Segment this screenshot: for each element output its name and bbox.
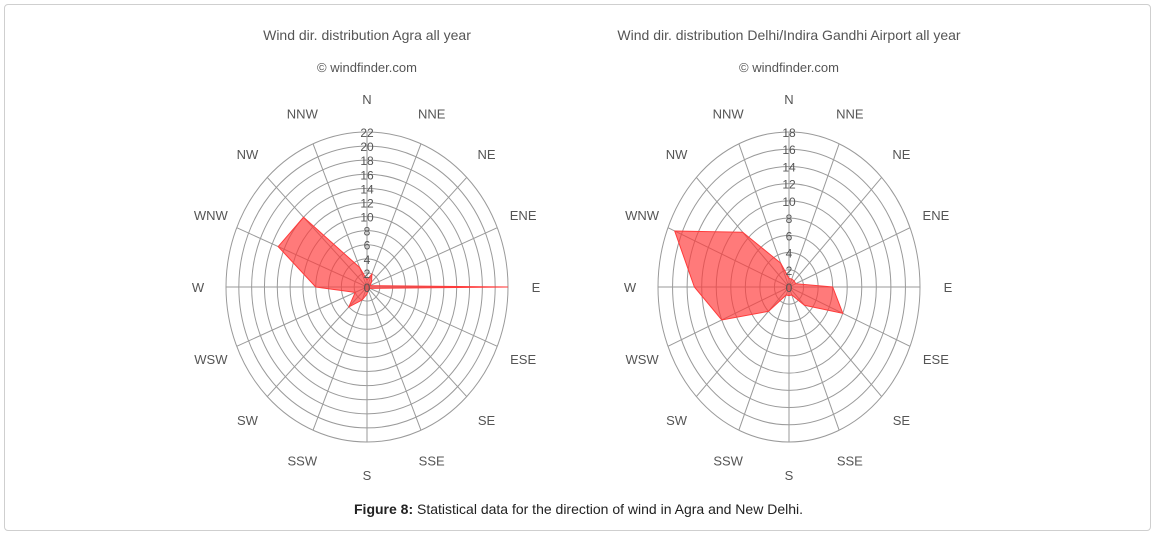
direction-label-wsw: WSW	[625, 352, 659, 367]
direction-spokes: N NNE NE ENE E ESE SE SSE S SSW SW WSW W WNW NW NNW	[192, 92, 541, 483]
direction-label-e: E	[944, 280, 953, 295]
spoke-ssw	[738, 286, 790, 431]
direction-label-w: W	[624, 280, 637, 295]
direction-label-nnw: NNW	[713, 106, 745, 121]
tick-label: 0	[786, 281, 793, 295]
direction-label-ne: NE	[477, 147, 495, 162]
caption-text: Statistical data for the direction of wi…	[417, 501, 803, 517]
spoke-wsw	[236, 286, 368, 347]
spoke-ene	[788, 227, 911, 288]
radial-tick-labels: 0 2 4 6 8 10 12 14 16 18	[782, 126, 796, 295]
chart-subtitle: © windfinder.com	[739, 60, 839, 75]
tick-label: 12	[360, 196, 374, 210]
spoke-sse	[788, 286, 840, 431]
figure-frame	[4, 4, 1151, 531]
figure-caption: Figure 8: Statistical data for the direc…	[0, 501, 1157, 517]
direction-label-ese: ESE	[923, 352, 949, 367]
tick-label: 22	[360, 126, 374, 140]
direction-label-s: S	[363, 468, 372, 483]
direction-label-w: W	[192, 280, 205, 295]
tick-label: 14	[782, 160, 796, 174]
spoke-ne	[366, 177, 468, 288]
tick-label: 12	[782, 178, 796, 192]
direction-label-nne: NNE	[836, 106, 864, 121]
spoke-ssw	[312, 286, 368, 431]
tick-label: 8	[786, 212, 793, 226]
direction-label-nnw: NNW	[287, 106, 319, 121]
chart-title: Wind dir. distribution Agra all year	[263, 27, 471, 43]
tick-label: 16	[782, 143, 796, 157]
tick-label: 14	[360, 182, 374, 196]
spoke-ene	[366, 227, 498, 288]
tick-label: 6	[786, 229, 793, 243]
caption-label: Figure 8:	[354, 501, 414, 517]
direction-label-wnw: WNW	[194, 208, 229, 223]
spoke-nne	[366, 143, 422, 288]
spoke-nnw	[312, 143, 368, 288]
tick-label: 20	[360, 140, 374, 154]
tick-label: 2	[364, 267, 371, 281]
direction-label-nw: NW	[666, 147, 688, 162]
spoke-ne	[788, 177, 883, 288]
tick-label: 16	[360, 168, 374, 182]
tick-label: 10	[782, 195, 796, 209]
spoke-sse	[366, 286, 422, 431]
spoke-se	[366, 286, 468, 397]
wind-rose-agra: Wind dir. distribution Agra all year © w…	[192, 27, 541, 483]
tick-label: 0	[364, 281, 371, 295]
direction-label-nne: NNE	[418, 106, 446, 121]
wind-frequency-area	[673, 230, 844, 321]
tick-label: 10	[360, 211, 374, 225]
chart-title: Wind dir. distribution Delhi/Indira Gand…	[617, 27, 961, 43]
direction-label-ne: NE	[892, 147, 910, 162]
direction-label-n: N	[784, 92, 793, 107]
direction-label-ssw: SSW	[288, 454, 318, 469]
direction-label-s: S	[785, 468, 794, 483]
direction-label-ene: ENE	[510, 208, 537, 223]
direction-label-nw: NW	[237, 147, 259, 162]
direction-label-n: N	[362, 92, 371, 107]
direction-label-ese: ESE	[510, 352, 536, 367]
direction-label-ssw: SSW	[713, 454, 743, 469]
direction-label-ene: ENE	[923, 208, 950, 223]
tick-label: 4	[364, 253, 371, 267]
spoke-nne	[788, 143, 840, 288]
direction-label-sw: SW	[666, 413, 688, 428]
tick-label: 18	[360, 154, 374, 168]
tick-label: 2	[786, 264, 793, 278]
direction-label-sw: SW	[237, 413, 259, 428]
direction-label-sse: SSE	[837, 454, 863, 469]
direction-label-se: SE	[478, 413, 496, 428]
direction-label-se: SE	[893, 413, 911, 428]
direction-label-wsw: WSW	[194, 352, 228, 367]
direction-label-wnw: WNW	[625, 208, 660, 223]
tick-label: 4	[786, 247, 793, 261]
tick-label: 18	[782, 126, 796, 140]
wind-rose-delhi: Wind dir. distribution Delhi/Indira Gand…	[617, 27, 961, 483]
direction-label-e: E	[532, 280, 541, 295]
spoke-ese	[366, 286, 498, 347]
wind-frequency-area	[277, 216, 509, 309]
direction-label-sse: SSE	[419, 454, 445, 469]
tick-label: 6	[364, 239, 371, 253]
chart-subtitle: © windfinder.com	[317, 60, 417, 75]
tick-label: 8	[364, 225, 371, 239]
